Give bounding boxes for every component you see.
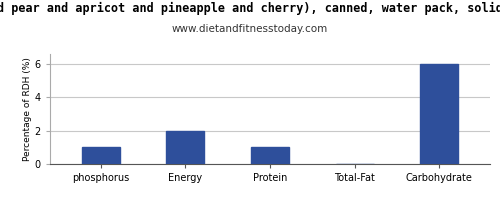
- Bar: [82, 147, 120, 164]
- Bar: [166, 131, 204, 164]
- Y-axis label: Percentage of RDH (%): Percentage of RDH (%): [23, 57, 32, 161]
- Bar: [251, 147, 289, 164]
- Text: www.dietandfitnesstoday.com: www.dietandfitnesstoday.com: [172, 24, 328, 34]
- Bar: [420, 64, 459, 164]
- Text: d pear and apricot and pineapple and cherry), canned, water pack, solid: d pear and apricot and pineapple and che…: [0, 2, 500, 15]
